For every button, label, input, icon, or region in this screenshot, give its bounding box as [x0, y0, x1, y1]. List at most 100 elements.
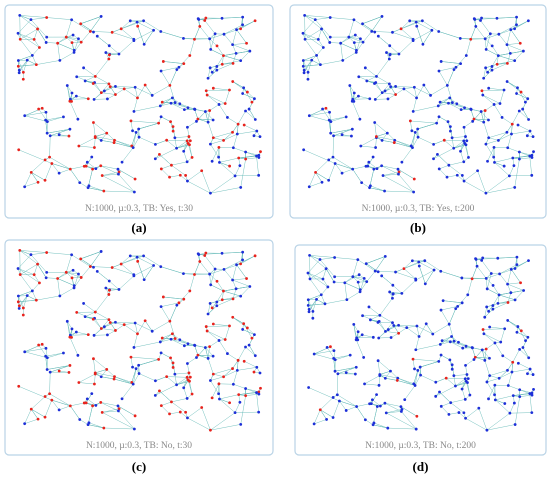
node — [242, 322, 245, 325]
node — [71, 41, 74, 44]
node — [474, 257, 477, 260]
node — [48, 392, 51, 395]
node — [522, 50, 525, 53]
node — [188, 380, 191, 383]
node — [133, 346, 136, 349]
node — [414, 131, 417, 134]
node — [516, 325, 519, 328]
node — [18, 71, 21, 74]
node — [439, 343, 442, 346]
node — [78, 181, 81, 184]
node — [417, 136, 420, 139]
node — [435, 122, 438, 125]
node — [384, 255, 387, 258]
node — [454, 385, 457, 388]
node — [501, 116, 504, 119]
node — [456, 174, 459, 177]
node — [26, 294, 29, 297]
node — [532, 388, 535, 391]
node — [48, 156, 51, 159]
node — [368, 402, 371, 405]
node — [215, 65, 218, 68]
node — [31, 54, 34, 57]
node — [71, 92, 74, 95]
node — [473, 118, 476, 121]
node — [71, 328, 74, 331]
node — [513, 164, 516, 167]
node — [113, 378, 116, 381]
node — [205, 89, 208, 92]
node — [204, 17, 207, 20]
node — [315, 298, 318, 301]
node — [307, 298, 310, 301]
node — [58, 59, 61, 62]
node — [464, 417, 467, 420]
node — [357, 75, 360, 78]
node — [412, 110, 415, 113]
node — [94, 75, 97, 78]
node — [374, 98, 377, 101]
node — [375, 75, 378, 78]
node — [413, 86, 416, 89]
node — [30, 18, 33, 21]
node — [18, 69, 21, 72]
node — [390, 336, 393, 339]
node — [189, 376, 192, 379]
node — [378, 373, 381, 376]
node — [18, 304, 21, 307]
node — [17, 65, 20, 68]
node — [363, 277, 366, 280]
node — [329, 36, 332, 39]
node — [393, 141, 396, 144]
node — [104, 51, 107, 54]
node — [245, 277, 248, 280]
node — [517, 362, 520, 365]
node — [108, 82, 111, 85]
node — [463, 180, 466, 183]
node — [391, 321, 394, 324]
node — [182, 37, 185, 40]
node — [391, 297, 394, 300]
node — [168, 84, 171, 87]
node — [135, 131, 138, 134]
node — [23, 185, 26, 188]
node — [253, 333, 256, 336]
node — [364, 66, 367, 69]
node — [464, 377, 467, 380]
node — [30, 253, 33, 256]
node — [507, 384, 510, 387]
node — [448, 323, 451, 326]
node — [465, 54, 468, 57]
node — [396, 379, 399, 382]
node — [186, 140, 189, 143]
node — [130, 120, 133, 123]
node — [165, 375, 168, 378]
node — [94, 371, 97, 374]
node — [170, 400, 173, 403]
node — [465, 139, 468, 142]
node — [17, 267, 20, 270]
node — [255, 391, 258, 394]
node — [117, 405, 120, 408]
node — [172, 366, 175, 369]
node — [109, 321, 112, 324]
node — [373, 82, 376, 85]
node — [389, 85, 392, 88]
node — [69, 168, 72, 171]
node — [482, 328, 485, 331]
node — [132, 383, 135, 386]
node — [197, 17, 200, 20]
node — [96, 270, 99, 273]
node — [385, 51, 388, 54]
node — [453, 340, 456, 343]
node — [443, 139, 446, 142]
node — [152, 264, 155, 267]
node — [87, 186, 90, 189]
node — [494, 342, 497, 345]
node — [113, 375, 116, 378]
node — [69, 364, 72, 367]
node — [18, 249, 21, 252]
node — [513, 59, 516, 62]
node — [368, 97, 371, 100]
node — [314, 18, 317, 21]
